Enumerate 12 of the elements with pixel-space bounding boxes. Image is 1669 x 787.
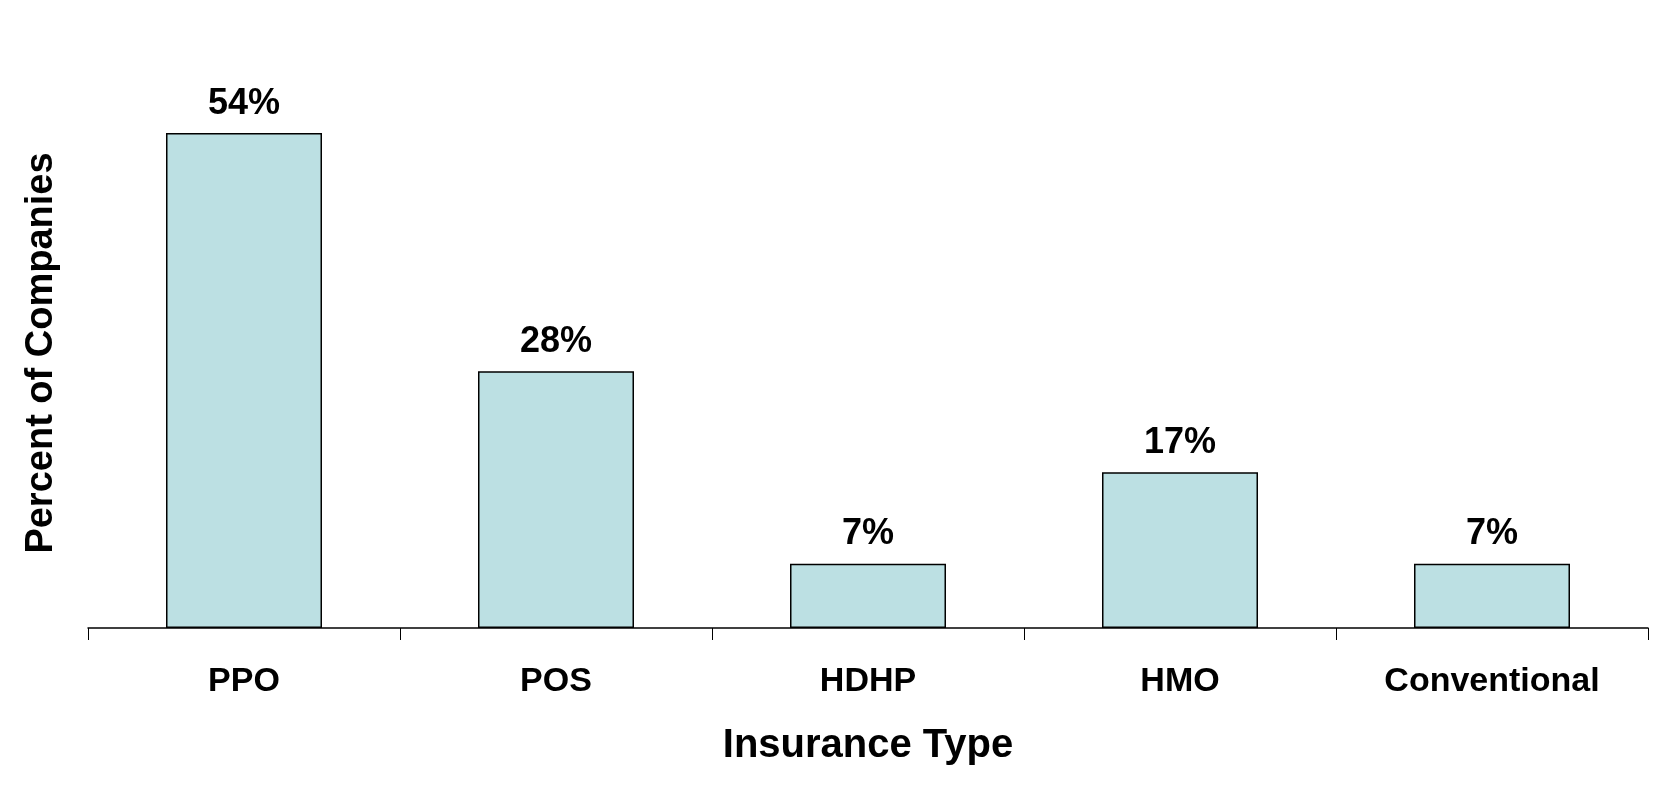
x-tick-label: HMO bbox=[1140, 660, 1220, 698]
x-tick-label: HDHP bbox=[819, 660, 917, 698]
x-axis-title: Insurance Type bbox=[722, 721, 1014, 765]
x-tick-label: POS bbox=[520, 660, 592, 698]
data-label: 7% bbox=[841, 511, 895, 553]
data-label: 28% bbox=[519, 318, 593, 360]
data-label: 17% bbox=[1143, 419, 1217, 461]
y-axis-title: Percent of Companies bbox=[18, 152, 60, 554]
x-tick-label: PPO bbox=[208, 660, 280, 698]
data-label: 7% bbox=[1465, 511, 1519, 553]
x-tick-label: Conventional bbox=[1384, 660, 1600, 698]
data-label: 54% bbox=[207, 80, 281, 122]
